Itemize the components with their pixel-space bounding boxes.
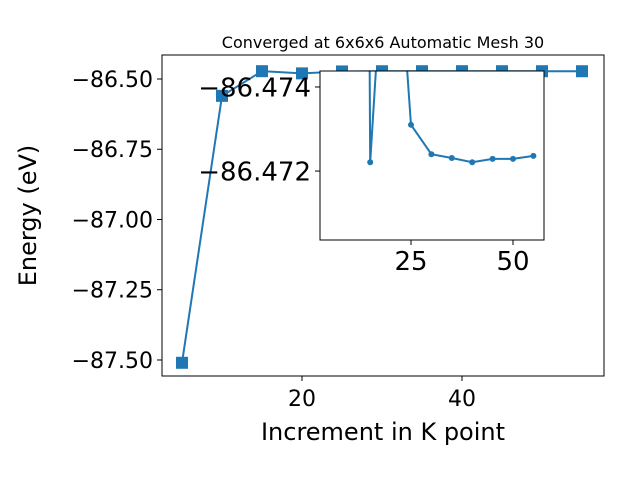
marker <box>216 89 228 102</box>
x-axis-label: Increment in K point <box>261 418 505 446</box>
marker <box>407 121 414 128</box>
y-axis-label: Energy (eV) <box>14 145 42 287</box>
marker <box>489 155 496 162</box>
marker <box>530 152 537 159</box>
marker <box>448 155 455 162</box>
marker <box>176 356 188 369</box>
x-tick-label: 20 <box>288 387 316 412</box>
plot-frame <box>161 54 605 377</box>
plot-clip <box>367 71 537 166</box>
x-tick-label: 40 <box>448 387 476 412</box>
marker <box>256 65 268 78</box>
chart-title: Converged at 6x6x6 Automatic Mesh 30 <box>222 33 544 52</box>
y-tick-label: −87.00 <box>72 208 153 233</box>
y-tick-label: −86.50 <box>72 68 153 93</box>
marker <box>469 159 476 166</box>
marker <box>428 151 435 158</box>
marker <box>367 159 374 166</box>
marker <box>576 65 588 78</box>
marker <box>509 155 516 162</box>
plot-frame <box>319 70 545 241</box>
y-tick-label: −87.25 <box>72 279 153 304</box>
y-tick-label: −86.474 <box>198 73 311 103</box>
y-tick-label: −86.472 <box>198 157 311 187</box>
x-tick-label: 50 <box>496 247 529 277</box>
x-tick-label: 25 <box>394 247 427 277</box>
y-tick-label: −87.50 <box>72 349 153 374</box>
y-tick-label: −86.75 <box>72 138 153 163</box>
marker <box>296 67 308 80</box>
